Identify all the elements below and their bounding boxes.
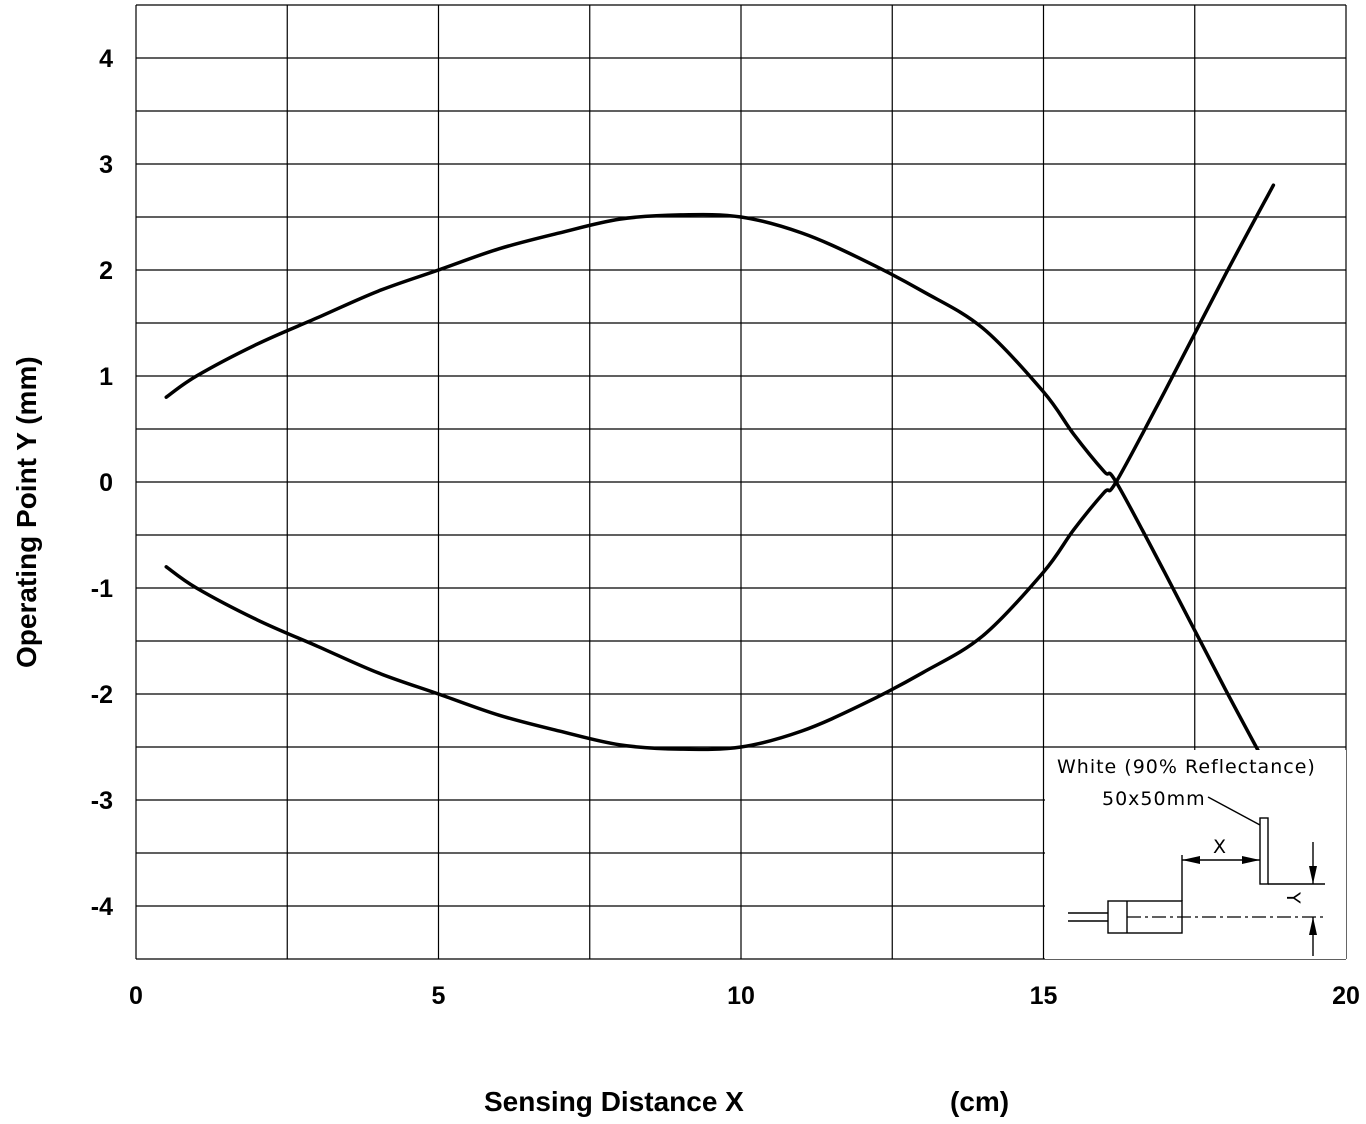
x-tick-label: 5 [432,982,446,1010]
y-tick-label: -3 [91,787,113,815]
y-tick-label: -1 [91,575,113,603]
curves [164,183,1276,781]
y-tick-label: 3 [99,151,113,179]
x-dim-arrow-right-icon [1242,856,1260,864]
x-tick-labels: 0 5 10 15 20 [129,982,1360,1010]
y-dim-arrow-bottom-icon [1309,917,1317,935]
x-tick-label: 20 [1332,982,1360,1010]
x-tick-label: 15 [1030,982,1058,1010]
inset-target-label: White (90% Reflectance) [1057,756,1316,778]
y-dim-arrow-top-icon [1309,866,1317,884]
y-tick-label: 0 [99,469,113,497]
y-tick-label: -2 [91,681,113,709]
y-tick-label: -4 [91,893,113,921]
y-tick-label: 4 [99,45,113,73]
y-tick-labels: 4 3 2 1 0 -1 -2 -3 -4 [91,45,113,921]
x-tick-label: 10 [727,982,755,1010]
x-axis-unit: (cm) [950,1086,1009,1117]
series-line-1 [164,212,1276,781]
inset-background [1045,750,1346,959]
x-axis-label: Sensing Distance X [484,1086,744,1117]
inset-y-marker: Y [1282,891,1304,905]
y-axis-label: Operating Point Y (mm) [11,356,42,668]
inset-leader-line [1207,796,1261,826]
inset-x-marker: X [1213,836,1227,858]
target-plate-icon [1259,817,1269,885]
x-tick-label: 0 [129,982,143,1010]
y-tick-label: 1 [99,363,113,391]
series-line-2 [164,183,1276,752]
inset-diagram: White (90% Reflectance) 50x50mm X Y [1045,750,1346,959]
inset-target-size: 50x50mm [1102,788,1206,810]
y-tick-label: 2 [99,257,113,285]
x-dim-arrow-left-icon [1182,856,1200,864]
